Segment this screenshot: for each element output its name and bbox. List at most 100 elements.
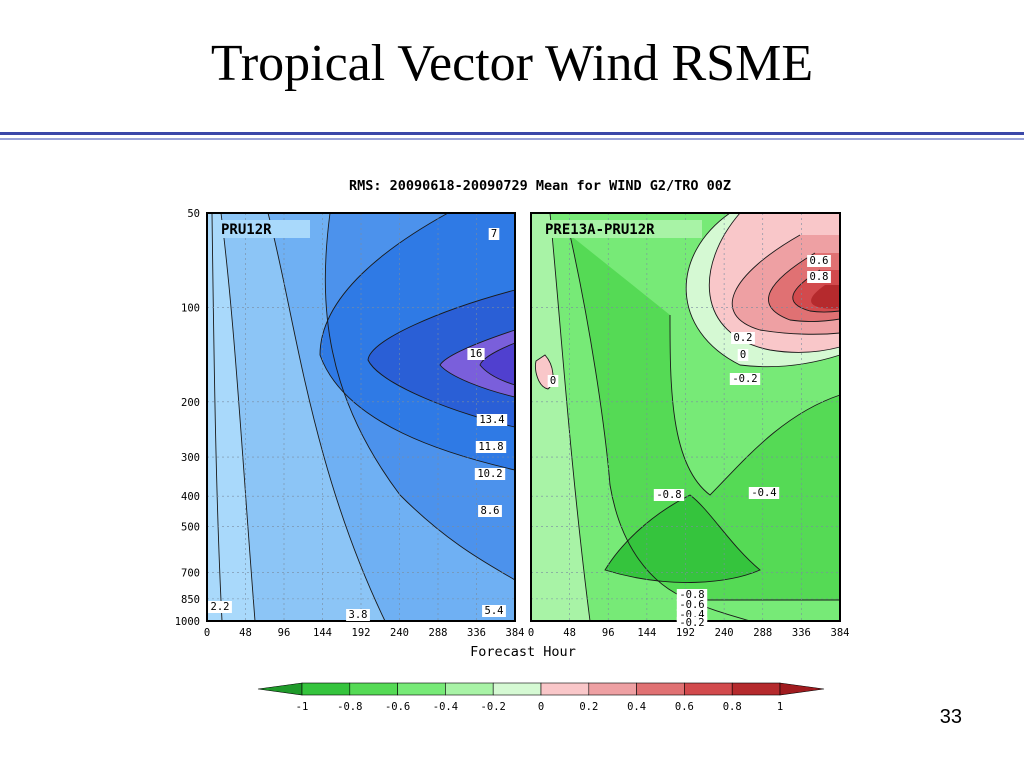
y-tick-label: 300 (181, 452, 200, 464)
colorbar-segment (588, 682, 637, 696)
contour-label-bg (807, 255, 831, 267)
right-panel-label: PRE13A-PRU12R (545, 222, 655, 238)
right-panel: PRE13A-PRU12R 0.6 0.8 0.2 0 -0.2 0 -0.8 -0.4 -0.… (530, 212, 841, 629)
x-tick-label: 336 (467, 627, 486, 639)
colorbar-segment (301, 682, 351, 696)
contour-label-bg (547, 375, 559, 387)
right-gridlines (531, 213, 840, 621)
y-tick-label: 700 (181, 567, 200, 579)
colorbar-segment (636, 682, 685, 696)
contour-label-bg (346, 609, 370, 621)
contour-label-bg (731, 332, 755, 344)
colorbar-arrow-right (779, 682, 825, 696)
y-tick-label: 200 (181, 397, 200, 409)
contour-label: 3.8 (349, 609, 368, 621)
x-tick-label: 144 (637, 627, 656, 639)
x-tick-label: 384 (506, 627, 525, 639)
contour-label: 5.4 (485, 605, 504, 617)
contour-label-bg (653, 489, 685, 501)
y-tick-label: 850 (181, 594, 200, 606)
colorbar-segment (684, 682, 733, 696)
x-axis-left-ticks: 0 48 96 144 192 240 288 336 384 (204, 627, 525, 639)
colorbar-tick-label: 1 (777, 701, 783, 713)
x-tick-label: 288 (753, 627, 772, 639)
contour-label: -0.2 (732, 373, 757, 385)
contour-label-bg (478, 505, 502, 517)
contour-label: 0.6 (810, 255, 829, 267)
contour-label-bg (807, 271, 831, 283)
left-gridlines (207, 213, 515, 621)
y-tick-label: 500 (181, 522, 200, 534)
right-panel-label-bg (542, 220, 702, 238)
contour-label: 16 (470, 348, 483, 360)
contour-label: 2.2 (211, 601, 230, 613)
x-axis-title: Forecast Hour (470, 644, 576, 660)
contour-label-bg (482, 605, 506, 617)
title-divider (0, 132, 1024, 135)
colorbar: -1 -0.8 -0.6 -0.4 -0.2 0 0.2 0.4 0.6 0.8 1 (257, 682, 825, 713)
x-axis-right-ticks: 0 48 96 144 192 240 288 336 384 (528, 627, 850, 639)
contour-label: -0.2 (679, 617, 704, 629)
colorbar-segment (492, 682, 542, 696)
contour-label-bg (475, 441, 507, 453)
contour-label-bg (748, 487, 780, 499)
x-tick-label: 192 (352, 627, 371, 639)
x-tick-label: 144 (313, 627, 332, 639)
left-panel-label: PRU12R (221, 222, 272, 238)
x-tick-label: 96 (278, 627, 291, 639)
colorbar-tick-label: -0.4 (433, 701, 458, 713)
left-panel-label-bg (218, 220, 310, 238)
colorbar-tick-label: 0 (538, 701, 544, 713)
colorbar-segment (445, 682, 494, 696)
x-tick-label: 384 (831, 627, 850, 639)
rms-figure: RMS: 20090618-20090729 Mean for WIND G2/… (175, 178, 850, 713)
title-divider-thin (0, 138, 1024, 140)
contour-label-bg (467, 348, 485, 360)
contour-label-bg (729, 373, 761, 385)
contour-label-bg (474, 468, 506, 480)
x-tick-label: 0 (528, 627, 534, 639)
y-tick-label: 400 (181, 491, 200, 503)
colorbar-tick-label: -1 (296, 701, 309, 713)
colorbar-segment (349, 682, 398, 696)
colorbar-tick-label: -0.8 (337, 701, 362, 713)
contour-label: -0.4 (751, 487, 776, 499)
page-number: 33 (939, 706, 962, 728)
contour-label: 11.8 (478, 441, 503, 453)
contour-label: 13.4 (479, 414, 504, 426)
colorbar-tick-label: 0.4 (627, 701, 646, 713)
x-tick-label: 192 (676, 627, 695, 639)
contour-label: 0.2 (734, 332, 753, 344)
left-panel: PRU12R 7 16 13.4 11.8 10.2 8.6 5.4 3.8 2.2 (206, 212, 516, 622)
y-tick-label: 1000 (175, 616, 200, 628)
y-tick-label: 100 (181, 302, 200, 314)
contour-label: 10.2 (477, 468, 502, 480)
contour-label: -0.8 (679, 589, 704, 601)
x-tick-label: 96 (602, 627, 615, 639)
contour-label-bg (737, 349, 749, 361)
x-tick-label: 240 (715, 627, 734, 639)
colorbar-segment (540, 682, 590, 696)
x-tick-label: 336 (792, 627, 811, 639)
contour-label: 0 (740, 349, 746, 361)
contour-label: 0.8 (810, 271, 829, 283)
colorbar-tick-label: -0.6 (385, 701, 410, 713)
x-tick-label: 48 (239, 627, 252, 639)
y-axis-labels: 50 100 200 300 400 500 700 850 1000 (175, 208, 200, 628)
contour-label: -0.6 (679, 599, 704, 611)
contour-label: 7 (491, 228, 497, 240)
colorbar-tick-label: 0.6 (675, 701, 694, 713)
slide-title: Tropical Vector Wind RSME (210, 35, 814, 92)
x-tick-label: 0 (204, 627, 210, 639)
x-tick-label: 288 (429, 627, 448, 639)
colorbar-tick-label: 0.8 (723, 701, 742, 713)
contour-label-bg (676, 617, 708, 629)
contour-label-bg (476, 414, 508, 426)
x-tick-label: 48 (563, 627, 576, 639)
colorbar-tick-label: 0.2 (579, 701, 598, 713)
contour-label: 8.6 (481, 505, 500, 517)
colorbar-segment (397, 682, 446, 696)
colorbar-arrow-left (257, 682, 303, 696)
contour-label: -0.8 (656, 489, 681, 501)
contour-label-bg (488, 228, 500, 240)
